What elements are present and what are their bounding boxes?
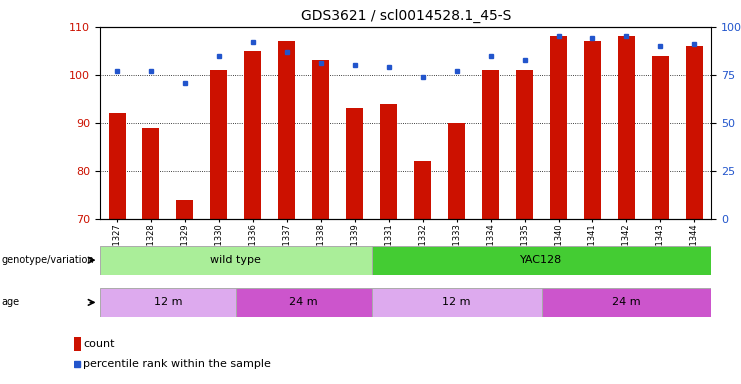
Bar [584,41,601,219]
Bar [652,56,669,219]
Bar [312,60,329,219]
Bar [686,46,703,219]
Bar [236,288,372,317]
Text: 12 m: 12 m [153,297,182,308]
Bar [142,127,159,219]
Bar [346,108,363,219]
Text: age: age [1,297,19,308]
Text: 24 m: 24 m [612,297,641,308]
Bar [74,337,81,351]
Bar [448,123,465,219]
Bar [516,70,533,219]
Bar [210,70,227,219]
Text: YAC128: YAC128 [520,255,562,265]
Bar [414,161,431,219]
Bar [108,113,125,219]
Bar [380,104,397,219]
Text: wild type: wild type [210,255,262,265]
Bar [176,200,193,219]
Bar [482,70,499,219]
Bar [542,288,711,317]
Title: GDS3621 / scl0014528.1_45-S: GDS3621 / scl0014528.1_45-S [301,9,511,23]
Bar [100,288,236,317]
Bar [245,51,262,219]
Text: 12 m: 12 m [442,297,471,308]
Bar [279,41,296,219]
Bar [372,288,542,317]
Text: genotype/variation: genotype/variation [1,255,94,265]
Bar [550,36,567,219]
Bar [618,36,635,219]
Bar [372,246,711,275]
Text: count: count [84,339,115,349]
Text: 24 m: 24 m [290,297,318,308]
Text: percentile rank within the sample: percentile rank within the sample [84,359,271,369]
Bar [100,246,372,275]
